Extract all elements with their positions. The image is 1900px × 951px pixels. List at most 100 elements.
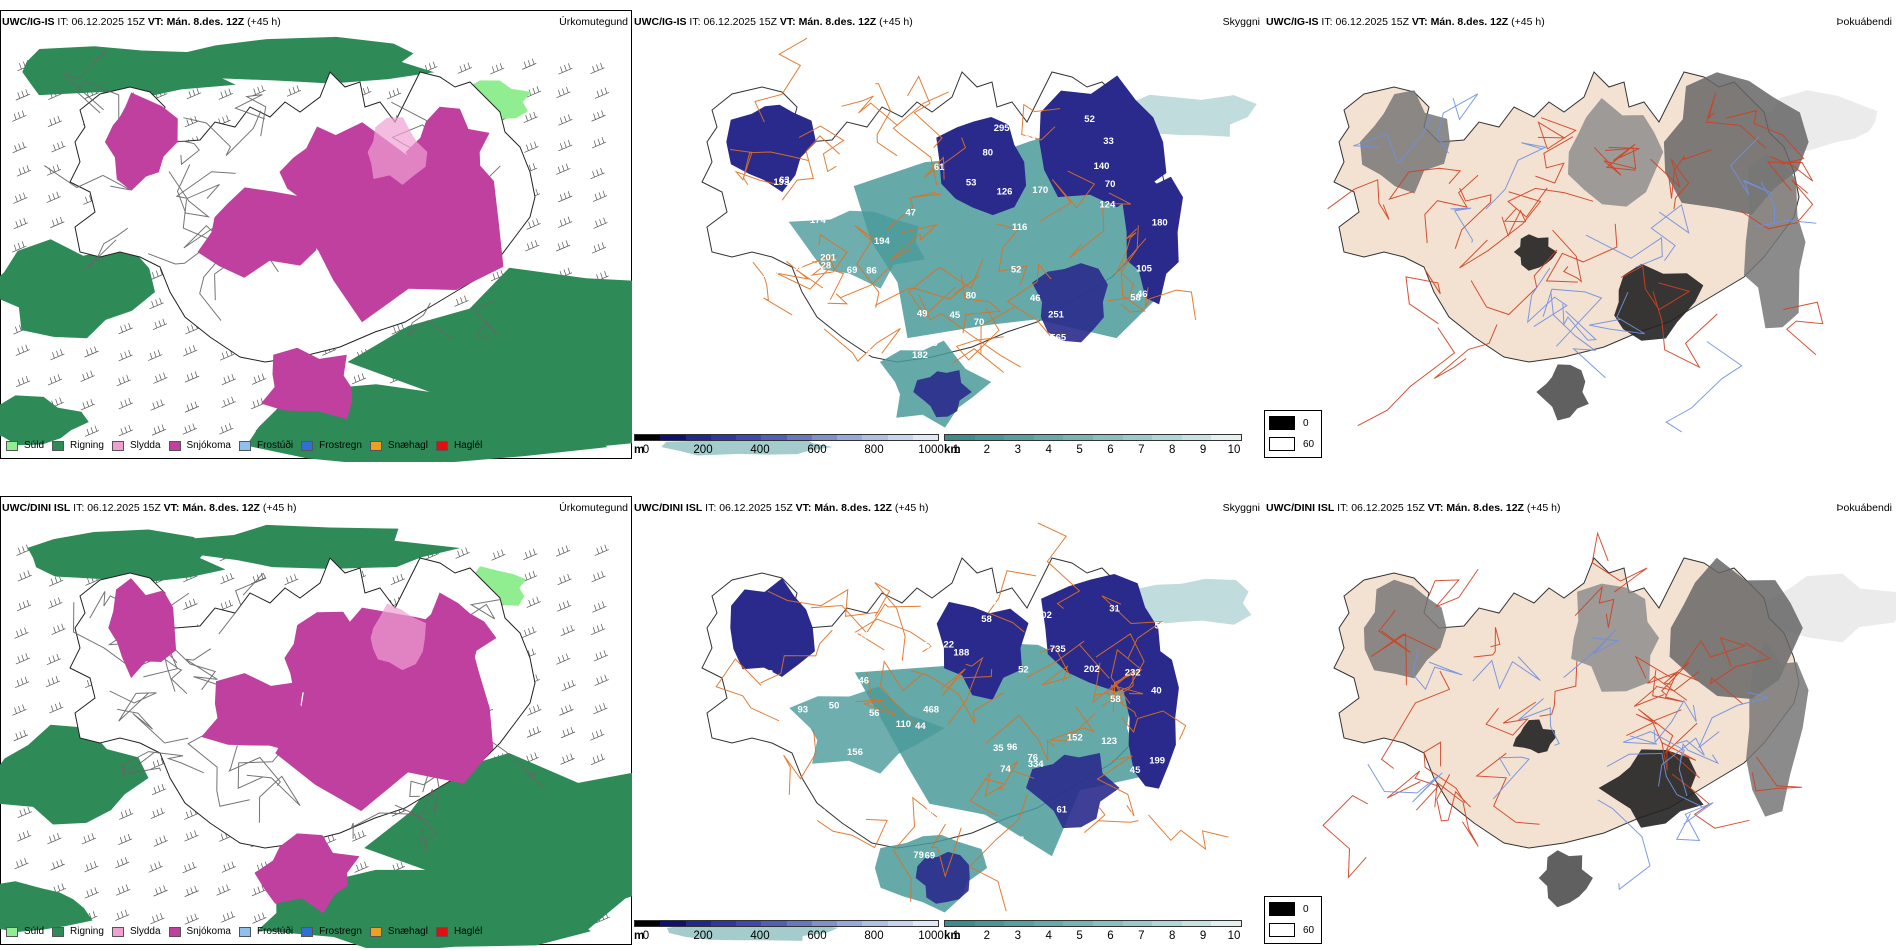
legend-swatch <box>238 440 251 451</box>
colorbar-tick: 7 <box>1138 930 1145 942</box>
fog-legend-label: 60 <box>1303 438 1315 450</box>
legend-item: Súld <box>6 440 44 451</box>
colorbar-unit: m <box>634 444 645 456</box>
cloud-base-label: 351 <box>866 347 883 358</box>
cloud-base-label: 176 <box>810 808 826 819</box>
cloud-base-label: 194 <box>874 236 891 247</box>
legend-label: Slydda <box>129 440 161 451</box>
colorbar-tick: 2 <box>983 444 991 456</box>
cloud-base-label: 85 <box>764 816 775 827</box>
cloud-base-label: 232 <box>1125 667 1141 678</box>
cloud-base-label: 86 <box>866 265 877 276</box>
visibility-colorbar: km 1 2 3 4 5 6 7 8 9 10 <box>944 918 1242 948</box>
cloud-base-label: 48 <box>1039 333 1050 344</box>
cloud-base-label: 49 <box>917 309 928 320</box>
cloud-base-label: 76 <box>1028 753 1039 764</box>
cloud-base-label: 82 <box>926 806 937 817</box>
cloud-base-label: 193 <box>773 177 789 188</box>
cloud-base-label: 565 <box>1050 332 1067 343</box>
cloud-base-label: 59 <box>1155 621 1166 632</box>
fog-indicator-panel: UWC/IG-IS IT: 06.12.2025 15Z VT: Mán. 8.… <box>1264 10 1896 465</box>
colorbar-tick: 4 <box>1045 444 1052 456</box>
panel-type-title: Þokuábendi <box>1836 16 1892 28</box>
legend-swatch <box>168 926 181 937</box>
cloud-base-label: 70 <box>1105 179 1116 190</box>
colorbar-tick: 0 <box>642 444 650 456</box>
cloud-base-label: 46 <box>1137 289 1148 300</box>
fog-legend-label: 0 <box>1303 903 1309 915</box>
colorbar-tick: 5 <box>1076 930 1083 942</box>
cloud-base-label: 159 <box>919 641 935 652</box>
colorbar-unit: m <box>634 930 645 942</box>
legend-swatch <box>6 926 18 937</box>
colorbar-tick: 600 <box>807 930 827 942</box>
cloud-base-label: 325 <box>808 109 825 120</box>
cloud-base-label: 735 <box>1050 644 1067 655</box>
cloud-base-label: 80 <box>966 291 977 302</box>
cloud-base-label: 56 <box>869 708 880 719</box>
cloud-base-label: 52 <box>1018 665 1029 676</box>
cloud-base-label: 126 <box>997 186 1013 197</box>
cloud-visibility-panel: UWC/IG-IS IT: 06.12.2025 15Z VT: Mán. 8.… <box>632 10 1264 465</box>
legend-item: Haglél <box>435 926 482 937</box>
cloud-base-label: 199 <box>1149 755 1165 766</box>
cloud-base-label: 53 <box>1025 133 1036 144</box>
colorbar-unit: km <box>944 444 961 456</box>
cloud-base-colorbar: m 0 200 400 600 800 1000 <box>634 918 944 948</box>
cloud-base-label: 102 <box>1036 610 1052 621</box>
panel-header: UWC/DINI ISL IT: 06.12.2025 15Z VT: Mán.… <box>2 502 297 514</box>
colorbar-unit: km <box>944 930 961 942</box>
cloud-base-label: 122 <box>854 630 870 641</box>
colorbar-tick: 6 <box>1107 444 1114 456</box>
panel-type-title: Þokuábendi <box>1836 502 1892 514</box>
fog-map <box>1322 531 1896 908</box>
cloud-base-label: 73 <box>763 668 774 679</box>
cloud-base-label: 79 <box>822 644 833 655</box>
cloud-base-label: 170 <box>1032 185 1048 196</box>
fog-legend-item: 0 <box>1269 902 1309 916</box>
cloud-visibility-panel: UWC/DINI ISL IT: 06.12.2025 15Z VT: Mán.… <box>632 496 1264 951</box>
cloud-base-label: 47 <box>818 643 829 654</box>
legend-item: Snæhagl <box>369 926 428 937</box>
cloud-base-label: 148 <box>750 345 766 356</box>
colorbar-tick: 6 <box>1107 930 1114 942</box>
cloud-base-label: 180 <box>1152 218 1168 229</box>
fog-legend-label: 0 <box>1303 417 1309 429</box>
cloud-base-label: 35 <box>993 743 1004 754</box>
cloud-base-label: 80 <box>983 148 994 159</box>
panel-header: UWC/IG-IS IT: 06.12.2025 15Z VT: Mán. 8.… <box>1266 16 1545 28</box>
colorbar-tick: 400 <box>750 930 770 942</box>
cloud-base-label: 156 <box>847 747 863 758</box>
cloud-base-label: 52 <box>1122 811 1133 822</box>
cloud-base-label: 46 <box>859 676 870 687</box>
cloud-base-label: 55 <box>824 841 835 852</box>
legend-label: Frostúði <box>256 440 294 451</box>
fog-legend: 0 60 <box>1264 410 1322 458</box>
legend-swatch <box>168 440 181 451</box>
legend-swatch <box>369 926 382 937</box>
cloud-base-label: 50 <box>829 701 840 712</box>
colorbar-tick: 1000 <box>918 930 944 942</box>
cloud-base-label: 69 <box>847 265 858 276</box>
cloud-base-label: 79 <box>913 850 924 861</box>
cloud-base-label: 105 <box>1136 264 1153 275</box>
cloud-base-label: 76 <box>1009 844 1020 855</box>
colorbar-tick: 4 <box>1045 930 1052 942</box>
cloud-base-label: 174 <box>810 215 827 226</box>
colorbar-tick: 3 <box>1014 444 1021 456</box>
colorbar-tick: 10 <box>1227 444 1241 456</box>
cloud-base-label: 53 <box>836 170 847 181</box>
cloud-base-label: 31 <box>1109 604 1120 615</box>
cloud-base-label: 58 <box>1110 694 1121 705</box>
colorbar-tick: 800 <box>864 444 884 456</box>
cloud-base-label: 123 <box>1101 736 1117 747</box>
colorbar-strip <box>634 920 939 927</box>
colorbar-tick: 7 <box>1138 444 1145 456</box>
legend-label: Rigning <box>70 440 104 451</box>
cloud-base-label: 116 <box>1012 222 1027 233</box>
fog-legend-swatch <box>1269 923 1295 937</box>
panel-type-title: Úrkomutegund <box>559 16 628 28</box>
precip-type-panel: UWC/DINI ISL IT: 06.12.2025 15Z VT: Mán.… <box>0 496 632 951</box>
cloud-base-label: 40 <box>1151 685 1162 696</box>
legend-swatch <box>52 440 65 451</box>
